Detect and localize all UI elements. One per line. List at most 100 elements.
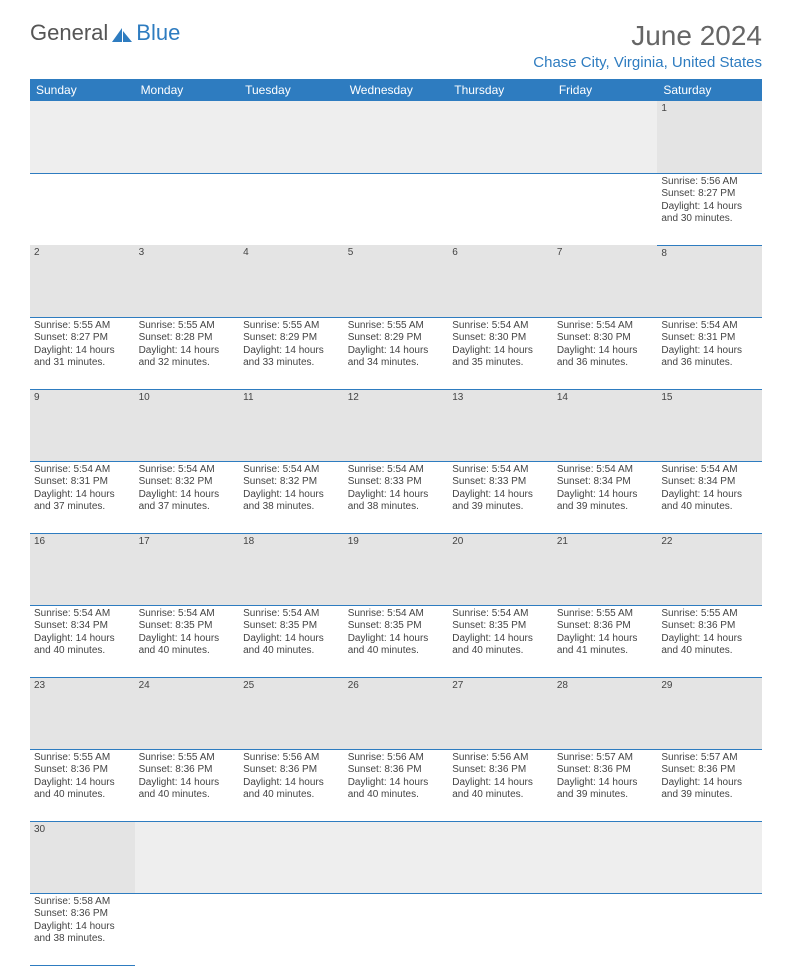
day-number: 3 — [135, 245, 240, 317]
week-row: Sunrise: 5:55 AM Sunset: 8:36 PM Dayligh… — [30, 749, 762, 821]
day-cell: Sunrise: 5:54 AM Sunset: 8:35 PM Dayligh… — [448, 605, 553, 677]
day-cell: Sunrise: 5:54 AM Sunset: 8:35 PM Dayligh… — [135, 605, 240, 677]
day-number: 18 — [239, 533, 344, 605]
day-number: 7 — [553, 245, 658, 317]
day-cell: Sunrise: 5:55 AM Sunset: 8:27 PM Dayligh… — [30, 317, 135, 389]
day-number: 6 — [448, 245, 553, 317]
day-cell: Sunrise: 5:54 AM Sunset: 8:34 PM Dayligh… — [657, 461, 762, 533]
day-cell-text: Sunrise: 5:54 AM Sunset: 8:34 PM Dayligh… — [661, 464, 758, 514]
day-cell: Sunrise: 5:56 AM Sunset: 8:36 PM Dayligh… — [239, 749, 344, 821]
day-number — [135, 821, 240, 893]
day-header: Tuesday — [239, 79, 344, 101]
day-cell-text: Sunrise: 5:54 AM Sunset: 8:30 PM Dayligh… — [452, 320, 549, 370]
day-cell: Sunrise: 5:54 AM Sunset: 8:32 PM Dayligh… — [135, 461, 240, 533]
day-number — [553, 101, 658, 173]
day-cell-text: Sunrise: 5:55 AM Sunset: 8:29 PM Dayligh… — [348, 320, 445, 370]
day-cell — [553, 893, 658, 965]
day-number: 10 — [135, 389, 240, 461]
day-cell-text: Sunrise: 5:54 AM Sunset: 8:35 PM Dayligh… — [243, 608, 340, 658]
day-cell-text: Sunrise: 5:55 AM Sunset: 8:29 PM Dayligh… — [243, 320, 340, 370]
week-row: Sunrise: 5:54 AM Sunset: 8:31 PM Dayligh… — [30, 461, 762, 533]
day-cell: Sunrise: 5:55 AM Sunset: 8:28 PM Dayligh… — [135, 317, 240, 389]
day-cell: Sunrise: 5:54 AM Sunset: 8:32 PM Dayligh… — [239, 461, 344, 533]
day-cell-text: Sunrise: 5:55 AM Sunset: 8:28 PM Dayligh… — [139, 320, 236, 370]
day-number — [239, 101, 344, 173]
week-row: Sunrise: 5:54 AM Sunset: 8:34 PM Dayligh… — [30, 605, 762, 677]
day-number: 8 — [657, 245, 762, 317]
day-number: 20 — [448, 533, 553, 605]
day-cell-text: Sunrise: 5:55 AM Sunset: 8:27 PM Dayligh… — [34, 320, 131, 370]
week-row: Sunrise: 5:55 AM Sunset: 8:27 PM Dayligh… — [30, 317, 762, 389]
day-cell-text: Sunrise: 5:54 AM Sunset: 8:33 PM Dayligh… — [452, 464, 549, 514]
day-cell: Sunrise: 5:54 AM Sunset: 8:33 PM Dayligh… — [344, 461, 449, 533]
day-cell — [30, 173, 135, 245]
day-cell-text: Sunrise: 5:57 AM Sunset: 8:36 PM Dayligh… — [661, 752, 758, 802]
day-cell — [135, 893, 240, 965]
calendar-table: Sunday Monday Tuesday Wednesday Thursday… — [30, 79, 762, 966]
day-cell: Sunrise: 5:55 AM Sunset: 8:36 PM Dayligh… — [30, 749, 135, 821]
day-cell: Sunrise: 5:56 AM Sunset: 8:27 PM Dayligh… — [657, 173, 762, 245]
day-cell: Sunrise: 5:55 AM Sunset: 8:36 PM Dayligh… — [135, 749, 240, 821]
day-number — [239, 821, 344, 893]
daynum-row: 16171819202122 — [30, 533, 762, 605]
day-number — [344, 821, 449, 893]
day-cell: Sunrise: 5:54 AM Sunset: 8:35 PM Dayligh… — [239, 605, 344, 677]
day-number: 21 — [553, 533, 658, 605]
daynum-row: 30 — [30, 821, 762, 893]
day-number: 25 — [239, 677, 344, 749]
day-cell-text: Sunrise: 5:55 AM Sunset: 8:36 PM Dayligh… — [661, 608, 758, 658]
day-cell: Sunrise: 5:58 AM Sunset: 8:36 PM Dayligh… — [30, 893, 135, 965]
day-cell-text: Sunrise: 5:55 AM Sunset: 8:36 PM Dayligh… — [139, 752, 236, 802]
day-cell-text: Sunrise: 5:54 AM Sunset: 8:33 PM Dayligh… — [348, 464, 445, 514]
day-header: Sunday — [30, 79, 135, 101]
day-cell-text: Sunrise: 5:55 AM Sunset: 8:36 PM Dayligh… — [34, 752, 131, 802]
day-cell-text: Sunrise: 5:58 AM Sunset: 8:36 PM Dayligh… — [34, 896, 131, 946]
day-cell-text: Sunrise: 5:57 AM Sunset: 8:36 PM Dayligh… — [557, 752, 654, 802]
day-header: Monday — [135, 79, 240, 101]
week-row: Sunrise: 5:56 AM Sunset: 8:27 PM Dayligh… — [30, 173, 762, 245]
day-cell — [448, 173, 553, 245]
day-header: Thursday — [448, 79, 553, 101]
week-row: Sunrise: 5:58 AM Sunset: 8:36 PM Dayligh… — [30, 893, 762, 965]
day-number: 27 — [448, 677, 553, 749]
day-cell: Sunrise: 5:54 AM Sunset: 8:30 PM Dayligh… — [448, 317, 553, 389]
day-cell: Sunrise: 5:55 AM Sunset: 8:36 PM Dayligh… — [657, 605, 762, 677]
day-cell: Sunrise: 5:54 AM Sunset: 8:31 PM Dayligh… — [657, 317, 762, 389]
day-cell-text: Sunrise: 5:54 AM Sunset: 8:34 PM Dayligh… — [34, 608, 131, 658]
day-cell: Sunrise: 5:54 AM Sunset: 8:31 PM Dayligh… — [30, 461, 135, 533]
day-number: 28 — [553, 677, 658, 749]
location: Chase City, Virginia, United States — [533, 54, 762, 71]
day-number: 13 — [448, 389, 553, 461]
day-number: 15 — [657, 389, 762, 461]
day-cell-text: Sunrise: 5:54 AM Sunset: 8:31 PM Dayligh… — [661, 320, 758, 370]
brand-blue: Blue — [136, 20, 180, 46]
daynum-row: 9101112131415 — [30, 389, 762, 461]
day-cell-text: Sunrise: 5:56 AM Sunset: 8:27 PM Dayligh… — [661, 176, 758, 226]
day-cell-text: Sunrise: 5:54 AM Sunset: 8:31 PM Dayligh… — [34, 464, 131, 514]
day-cell — [239, 173, 344, 245]
day-number: 16 — [30, 533, 135, 605]
day-cell — [553, 173, 658, 245]
day-number: 14 — [553, 389, 658, 461]
day-number: 11 — [239, 389, 344, 461]
daynum-row: 2345678 — [30, 245, 762, 317]
day-cell: Sunrise: 5:55 AM Sunset: 8:29 PM Dayligh… — [239, 317, 344, 389]
day-cell — [135, 173, 240, 245]
day-header-row: Sunday Monday Tuesday Wednesday Thursday… — [30, 79, 762, 101]
day-cell: Sunrise: 5:56 AM Sunset: 8:36 PM Dayligh… — [344, 749, 449, 821]
day-header: Saturday — [657, 79, 762, 101]
day-number: 26 — [344, 677, 449, 749]
brand-general: General — [30, 20, 108, 46]
day-number: 9 — [30, 389, 135, 461]
day-number — [344, 101, 449, 173]
day-cell — [448, 893, 553, 965]
day-cell-text: Sunrise: 5:55 AM Sunset: 8:36 PM Dayligh… — [557, 608, 654, 658]
day-number: 30 — [30, 821, 135, 893]
day-cell: Sunrise: 5:54 AM Sunset: 8:34 PM Dayligh… — [30, 605, 135, 677]
logo: General Blue — [30, 20, 180, 46]
day-cell-text: Sunrise: 5:54 AM Sunset: 8:35 PM Dayligh… — [452, 608, 549, 658]
day-cell: Sunrise: 5:57 AM Sunset: 8:36 PM Dayligh… — [657, 749, 762, 821]
day-cell-text: Sunrise: 5:56 AM Sunset: 8:36 PM Dayligh… — [348, 752, 445, 802]
day-number: 19 — [344, 533, 449, 605]
day-cell-text: Sunrise: 5:54 AM Sunset: 8:35 PM Dayligh… — [139, 608, 236, 658]
